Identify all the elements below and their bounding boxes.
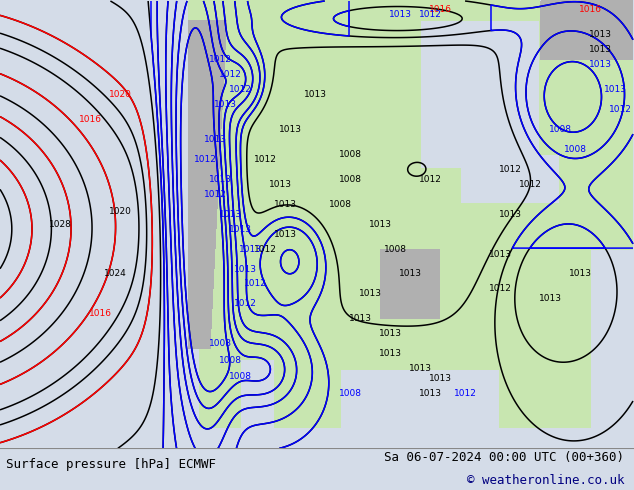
Text: 1016: 1016 <box>429 5 451 15</box>
Text: 1012: 1012 <box>254 155 276 164</box>
Text: Surface pressure [hPa] ECMWF: Surface pressure [hPa] ECMWF <box>6 458 216 471</box>
Text: 1013: 1013 <box>538 294 562 303</box>
Text: 1016: 1016 <box>89 309 112 318</box>
Text: 1013: 1013 <box>273 230 297 239</box>
Text: 1012: 1012 <box>193 155 216 164</box>
Text: 1008: 1008 <box>339 175 361 184</box>
Text: 1008: 1008 <box>328 200 351 209</box>
Text: 1013: 1013 <box>489 249 512 259</box>
Text: 1013: 1013 <box>349 314 372 323</box>
Text: 1012: 1012 <box>229 85 252 94</box>
Text: 1008: 1008 <box>339 150 361 159</box>
Text: 1012: 1012 <box>243 279 266 289</box>
Text: 1008: 1008 <box>548 125 571 134</box>
Text: 1008: 1008 <box>384 245 406 254</box>
Text: 1013: 1013 <box>399 270 422 278</box>
Text: 1024: 1024 <box>103 270 126 278</box>
Text: 1013: 1013 <box>389 10 411 20</box>
Text: 1012: 1012 <box>204 190 226 199</box>
Text: 1008: 1008 <box>209 339 231 348</box>
Text: Sa 06-07-2024 00:00 UTC (00+360): Sa 06-07-2024 00:00 UTC (00+360) <box>384 451 624 464</box>
Text: 1013: 1013 <box>233 265 257 273</box>
Text: 1013: 1013 <box>588 60 612 69</box>
Text: 1013: 1013 <box>429 374 451 383</box>
Text: 1013: 1013 <box>304 90 327 99</box>
Text: © weatheronline.co.uk: © weatheronline.co.uk <box>467 474 624 488</box>
Text: 1013: 1013 <box>378 329 401 338</box>
Text: 1008: 1008 <box>339 389 361 398</box>
Text: 1012: 1012 <box>489 284 512 294</box>
Text: 1013: 1013 <box>358 290 382 298</box>
Text: 1012: 1012 <box>453 389 476 398</box>
Text: 1012: 1012 <box>609 105 631 114</box>
Text: 1013: 1013 <box>269 180 292 189</box>
Text: 1012: 1012 <box>254 245 276 254</box>
Text: 1012: 1012 <box>233 299 256 308</box>
Text: 1013: 1013 <box>204 135 226 144</box>
Text: 1012: 1012 <box>209 55 231 64</box>
Text: 1013: 1013 <box>238 245 261 254</box>
Text: 1013: 1013 <box>378 349 401 358</box>
Text: 1013: 1013 <box>219 210 242 219</box>
Text: 1012: 1012 <box>418 10 441 20</box>
Text: 1012: 1012 <box>498 165 521 174</box>
Text: 1008: 1008 <box>219 356 242 365</box>
Text: 1020: 1020 <box>108 207 131 216</box>
Text: 1008: 1008 <box>564 145 586 154</box>
Text: 1013: 1013 <box>588 45 612 54</box>
Text: 1012: 1012 <box>519 180 541 189</box>
Text: 1016: 1016 <box>578 5 602 15</box>
Text: 1013: 1013 <box>214 100 236 109</box>
Text: 1013: 1013 <box>278 125 302 134</box>
Text: 1013: 1013 <box>418 389 441 398</box>
Text: 1013: 1013 <box>273 200 297 209</box>
Text: 1013: 1013 <box>569 270 592 278</box>
Text: 1008: 1008 <box>228 372 252 381</box>
Text: 1016: 1016 <box>79 115 101 124</box>
Text: 1028: 1028 <box>49 220 72 229</box>
Text: 1013: 1013 <box>408 364 432 373</box>
Text: 1013: 1013 <box>368 220 392 229</box>
Text: 1020: 1020 <box>108 90 131 99</box>
Text: 1013: 1013 <box>209 175 231 184</box>
Text: 1012: 1012 <box>418 175 441 184</box>
Text: 1013: 1013 <box>498 210 522 219</box>
Text: 1013: 1013 <box>228 224 252 234</box>
Text: 1012: 1012 <box>219 70 242 79</box>
Text: 1013: 1013 <box>604 85 626 94</box>
Text: 1013: 1013 <box>588 30 612 39</box>
